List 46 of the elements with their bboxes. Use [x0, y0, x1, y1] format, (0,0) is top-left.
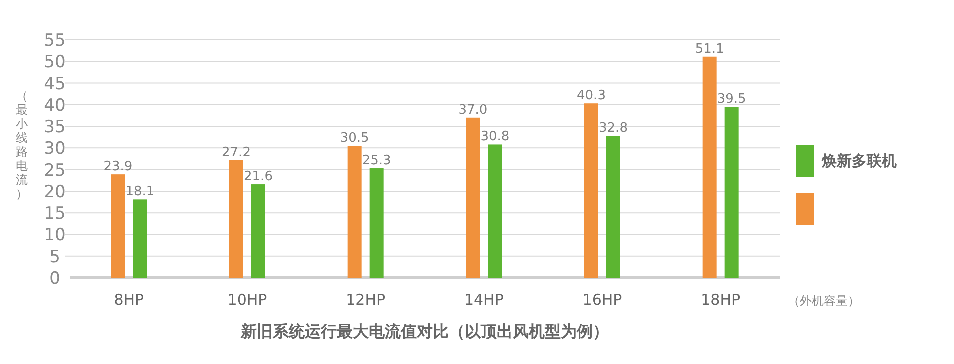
data-label: 40.3 [577, 88, 606, 104]
x-tick-label: 8HP [114, 291, 144, 309]
y-tick-label: 10 [44, 226, 66, 246]
bar [488, 144, 502, 278]
bar [584, 104, 598, 278]
bar [466, 118, 480, 278]
bar [348, 146, 362, 278]
data-label: 39.5 [717, 92, 746, 108]
bar [702, 56, 717, 278]
data-label: 30.8 [480, 130, 510, 145]
data-label: 51.1 [695, 42, 724, 57]
y-tick-label: 35 [44, 118, 66, 138]
x-tick-label: 12HP [346, 291, 386, 309]
bar [133, 200, 148, 278]
data-label: 27.2 [222, 145, 251, 160]
y-tick-label: 25 [44, 160, 66, 181]
y-tick-label: 15 [44, 204, 66, 224]
data-label: 21.6 [244, 170, 273, 185]
y-tick-label: 5 [50, 247, 60, 268]
text: 新旧系统运行最大电流值对比（以顶出风机型为例） [240, 322, 609, 341]
y-tick-label: 30 [44, 139, 66, 160]
x-axis-title: （外机容量） [788, 294, 860, 308]
data-label: 32.8 [599, 121, 628, 136]
y-tick-label: 40 [44, 96, 66, 116]
data-label: 18.1 [126, 184, 155, 200]
data-label: 25.3 [362, 154, 392, 169]
data-label: 23.9 [104, 160, 133, 175]
x-tick-label: 10HP [228, 291, 268, 309]
legend-label: 焕新多联机 [821, 152, 897, 170]
y-tick-label: 0 [50, 269, 60, 289]
x-tick-label: 16HP [582, 291, 622, 309]
bar [230, 160, 244, 278]
x-tick-label: 14HP [464, 291, 504, 309]
bar [370, 168, 384, 278]
data-label: 37.0 [458, 102, 488, 118]
data-label: 30.5 [340, 131, 370, 146]
bar [252, 184, 266, 278]
y-tick-label: 45 [44, 74, 66, 94]
x-tick-label: 18HP [701, 291, 741, 309]
y-tick-label: 20 [44, 182, 66, 202]
bar [724, 107, 739, 278]
bar [606, 136, 620, 278]
y-tick-label: 55 [44, 31, 66, 51]
bar [111, 174, 126, 278]
y-tick-label: 50 [44, 52, 66, 73]
y-axis-title: （最小线路电流） [16, 89, 28, 201]
